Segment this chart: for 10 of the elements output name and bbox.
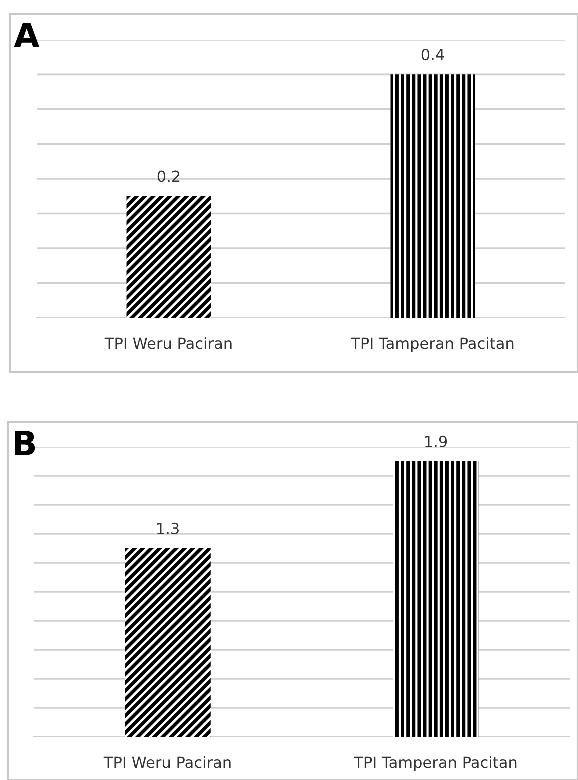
x-tick-label: TPI Tamperan Pacitan [354,756,517,772]
chart-title: B [15,431,36,456]
data-label: 1.3 [158,522,179,534]
x-tick-label: TPI Weru Paciran [104,756,231,768]
data-label: 1.9 [426,436,448,448]
data-label: 0.4 [422,49,444,61]
x-tick-label: TPI Weru Paciran [104,337,232,350]
data-label: 0.2 [158,170,180,182]
x-tick-label: TPI Tamperan Pacitan [351,337,514,352]
chart-title: A [14,23,40,48]
